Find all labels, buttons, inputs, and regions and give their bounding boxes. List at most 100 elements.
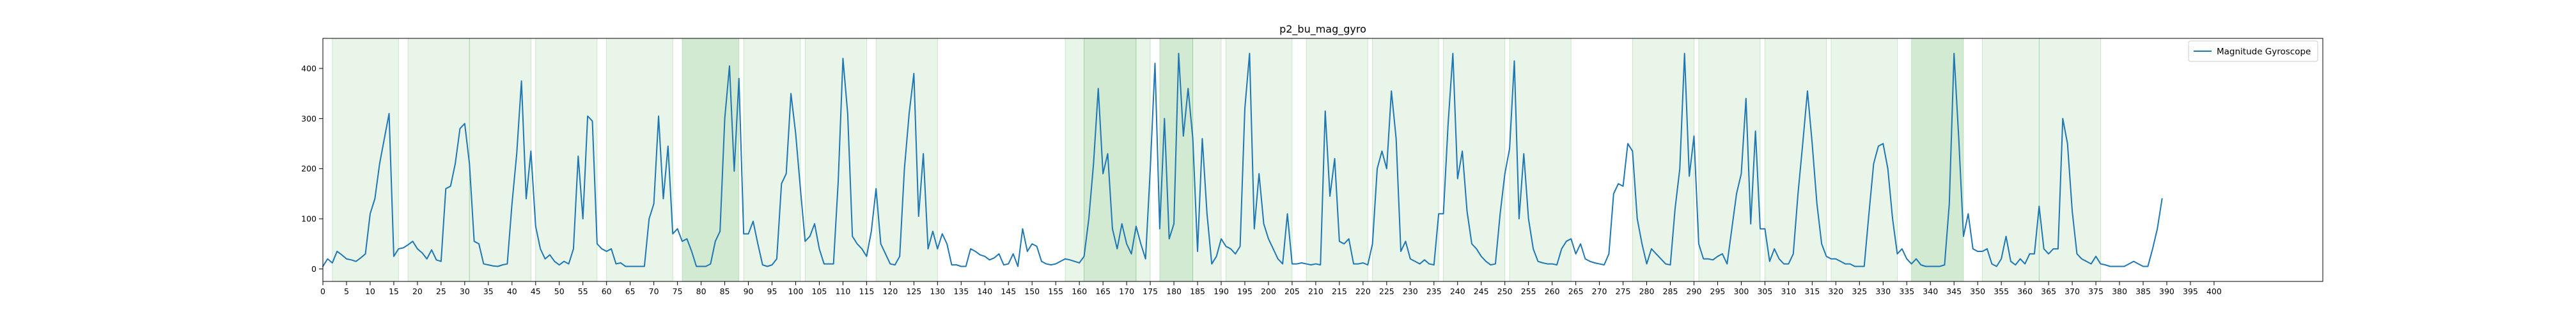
x-tick-label: 155	[1048, 287, 1063, 296]
shaded-region	[2038, 38, 2101, 282]
x-tick-label: 265	[1568, 287, 1584, 296]
x-tick-label: 215	[1332, 287, 1347, 296]
x-tick-label: 260	[1545, 287, 1560, 296]
x-tick-label: 115	[859, 287, 874, 296]
x-tick-label: 170	[1119, 287, 1134, 296]
x-tick-label: 350	[1970, 287, 1985, 296]
shaded-region	[1226, 38, 1293, 282]
shaded-region	[1831, 38, 1898, 282]
x-tick-label: 340	[1923, 287, 1938, 296]
x-tick-label: 295	[1710, 287, 1726, 296]
x-tick-label: 150	[1024, 287, 1040, 296]
x-tick-label: 55	[578, 287, 588, 296]
x-tick-label: 245	[1474, 287, 1489, 296]
x-tick-label: 320	[1828, 287, 1843, 296]
x-tick-label: 390	[2159, 287, 2174, 296]
x-tick-label: 385	[2135, 287, 2151, 296]
x-tick-label: 20	[412, 287, 423, 296]
x-tick-label: 235	[1426, 287, 1442, 296]
x-tick-label: 5	[344, 287, 349, 296]
x-tick-label: 205	[1284, 287, 1300, 296]
x-axis: 0 5 10 15 20 25 30 35 40 45 50 55 60 65 70 75 80 85 90 95 10…	[320, 281, 2222, 296]
x-tick-label: 60	[602, 287, 612, 296]
x-tick-label: 230	[1403, 287, 1418, 296]
x-tick-label: 145	[1001, 287, 1016, 296]
x-tick-label: 345	[1946, 287, 1962, 296]
shaded-region	[1136, 38, 1151, 282]
shaded-region	[1509, 38, 1572, 282]
x-tick-label: 65	[625, 287, 636, 296]
x-tick-label: 40	[507, 287, 517, 296]
shaded-region	[1306, 38, 1368, 282]
shaded-region	[804, 38, 867, 282]
x-tick-label: 85	[720, 287, 730, 296]
x-tick-label: 110	[835, 287, 850, 296]
chart-title: p2_bu_mag_gyro	[1279, 23, 1366, 36]
x-tick-label: 240	[1450, 287, 1465, 296]
x-tick-label: 270	[1592, 287, 1607, 296]
x-tick-label: 285	[1663, 287, 1678, 296]
x-tick-label: 95	[767, 287, 777, 296]
x-tick-label: 25	[436, 287, 446, 296]
y-tick-label: 0	[311, 264, 316, 274]
x-tick-label: 400	[2206, 287, 2222, 296]
x-tick-label: 45	[531, 287, 541, 296]
x-tick-label: 0	[320, 287, 325, 296]
x-tick-label: 10	[365, 287, 375, 296]
x-tick-label: 180	[1166, 287, 1182, 296]
x-tick-label: 105	[812, 287, 827, 296]
shaded-region	[1698, 38, 1761, 282]
shaded-region	[1065, 38, 1084, 282]
x-tick-label: 160	[1072, 287, 1087, 296]
y-tick-label: 400	[301, 64, 316, 74]
x-tick-label: 290	[1687, 287, 1702, 296]
x-tick-label: 185	[1190, 287, 1205, 296]
x-tick-label: 130	[930, 287, 945, 296]
x-tick-label: 225	[1379, 287, 1394, 296]
x-tick-label: 325	[1852, 287, 1867, 296]
x-tick-label: 275	[1616, 287, 1631, 296]
shaded-region	[1982, 38, 2040, 282]
x-tick-label: 315	[1804, 287, 1820, 296]
shaded-region	[535, 38, 598, 282]
shaded-region	[1765, 38, 1827, 282]
x-tick-label: 370	[2065, 287, 2080, 296]
x-tick-label: 305	[1757, 287, 1772, 296]
x-tick-label: 35	[483, 287, 494, 296]
x-tick-label: 395	[2183, 287, 2198, 296]
shaded-region	[407, 38, 470, 282]
x-tick-label: 80	[696, 287, 706, 296]
x-tick-label: 120	[882, 287, 898, 296]
legend: Magnitude Gyroscope	[2188, 40, 2318, 62]
legend-label: Magnitude Gyroscope	[2217, 47, 2311, 57]
x-tick-label: 355	[1994, 287, 2009, 296]
plot-frame	[322, 38, 2323, 282]
x-tick-label: 375	[2088, 287, 2104, 296]
shaded-regions	[332, 38, 2101, 282]
x-tick-label: 175	[1143, 287, 1158, 296]
series-layer	[322, 52, 2163, 267]
x-tick-label: 30	[460, 287, 470, 296]
y-axis: 0 100 200 300 400	[301, 64, 323, 274]
x-tick-label: 200	[1261, 287, 1276, 296]
x-tick-label: 90	[744, 287, 754, 296]
x-tick-label: 135	[953, 287, 969, 296]
x-tick-label: 310	[1781, 287, 1796, 296]
shaded-region	[743, 38, 801, 282]
shaded-region	[606, 38, 673, 282]
x-tick-label: 15	[389, 287, 399, 296]
x-tick-label: 210	[1308, 287, 1323, 296]
x-tick-label: 70	[649, 287, 659, 296]
shaded-region	[332, 38, 399, 282]
x-tick-label: 330	[1875, 287, 1891, 296]
x-tick-label: 100	[788, 287, 804, 296]
x-tick-label: 360	[2017, 287, 2033, 296]
x-tick-label: 220	[1355, 287, 1371, 296]
shaded-region	[1443, 38, 1506, 282]
legend-box	[2188, 40, 2318, 62]
x-tick-label: 250	[1497, 287, 1513, 296]
x-tick-label: 335	[1899, 287, 1914, 296]
x-tick-label: 165	[1095, 287, 1111, 296]
